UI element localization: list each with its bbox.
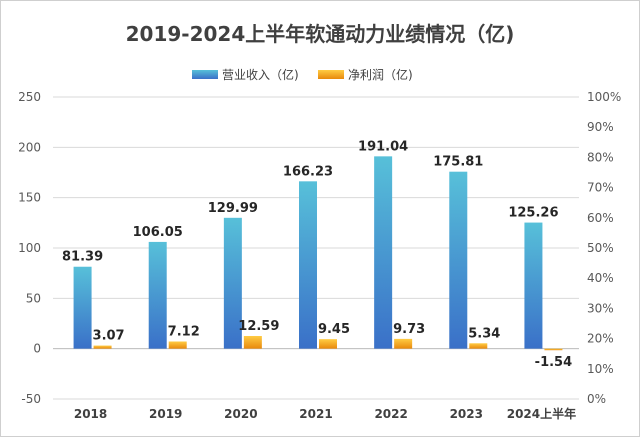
chart-title: 2019-2024上半年软通动力业绩情况（亿) <box>126 22 515 46</box>
bar-profit <box>319 339 337 349</box>
legend-swatch-profit <box>318 70 344 79</box>
data-label-profit: 7.12 <box>168 324 200 339</box>
y2-tick-label: 10% <box>587 362 614 376</box>
data-label-profit: -1.54 <box>535 355 572 370</box>
y-axis-right: 0% 10% 20% 30% 40% 50% 60% 70% 80% 90% 100% <box>587 90 621 406</box>
x-tick-label: 2020 <box>224 407 257 421</box>
bar-profit <box>544 348 563 351</box>
y-tick-label: 100 <box>18 241 41 255</box>
y-tick-label: 250 <box>18 90 41 104</box>
bars <box>73 156 563 351</box>
legend-swatch-revenue <box>192 70 218 79</box>
y2-tick-label: 70% <box>587 181 614 195</box>
y2-tick-label: 0% <box>587 392 606 406</box>
legend: 营业收入（亿) 净利润（亿) <box>192 67 413 82</box>
x-axis: 2018 2019 2020 2021 2022 2023 2024上半年 <box>74 406 576 421</box>
data-labels: 81.39 3.07 106.05 7.12 129.99 12.59 166.23 9.45… <box>62 139 572 370</box>
data-label-revenue: 175.81 <box>433 155 483 170</box>
y-tick-label: 150 <box>18 191 41 205</box>
y-tick-label: 0 <box>33 342 41 356</box>
data-label-profit: 12.59 <box>238 319 279 334</box>
bar-profit <box>394 338 413 349</box>
data-label-profit: 9.45 <box>318 322 350 337</box>
bar-profit <box>469 343 488 349</box>
y2-tick-label: 50% <box>587 241 614 255</box>
data-label-revenue: 129.99 <box>208 201 258 216</box>
y2-tick-label: 100% <box>587 90 621 104</box>
x-tick-label: 2024上半年 <box>507 406 576 421</box>
bar-revenue <box>223 217 242 349</box>
x-tick-label: 2019 <box>149 407 182 421</box>
y2-tick-label: 60% <box>587 211 614 225</box>
y2-tick-label: 90% <box>587 120 614 134</box>
y-tick-label: 200 <box>18 140 41 154</box>
data-label-profit: 9.73 <box>393 322 425 337</box>
bar-revenue <box>374 156 393 349</box>
bar-revenue <box>299 181 317 349</box>
bar-profit <box>243 335 262 349</box>
x-tick-label: 2023 <box>450 407 483 421</box>
data-label-revenue: 191.04 <box>358 139 408 154</box>
x-tick-label: 2022 <box>374 407 407 421</box>
data-label-profit: 3.07 <box>93 329 125 344</box>
x-tick-label: 2018 <box>74 407 107 421</box>
legend-label-revenue: 营业收入（亿) <box>222 67 299 82</box>
legend-label-profit: 净利润（亿) <box>348 67 413 82</box>
data-label-revenue: 81.39 <box>62 250 103 265</box>
y2-tick-label: 80% <box>587 150 614 164</box>
y2-tick-label: 20% <box>587 332 614 346</box>
bar-revenue <box>449 171 468 349</box>
data-label-revenue: 125.26 <box>508 206 558 221</box>
bar-revenue <box>148 241 167 349</box>
bar-profit <box>93 345 112 349</box>
y-axis-left: -50 0 50 100 150 200 250 <box>18 90 41 406</box>
y-tick-label: -50 <box>21 392 41 406</box>
bar-profit <box>168 341 187 349</box>
y2-tick-label: 40% <box>587 271 614 285</box>
data-label-profit: 5.34 <box>468 326 500 341</box>
y-tick-label: 50 <box>26 291 41 305</box>
y2-tick-label: 30% <box>587 301 614 315</box>
bar-revenue <box>524 222 543 349</box>
data-label-revenue: 166.23 <box>283 164 333 179</box>
x-tick-label: 2021 <box>299 407 332 421</box>
data-label-revenue: 106.05 <box>133 225 183 240</box>
bar-revenue <box>73 266 92 349</box>
